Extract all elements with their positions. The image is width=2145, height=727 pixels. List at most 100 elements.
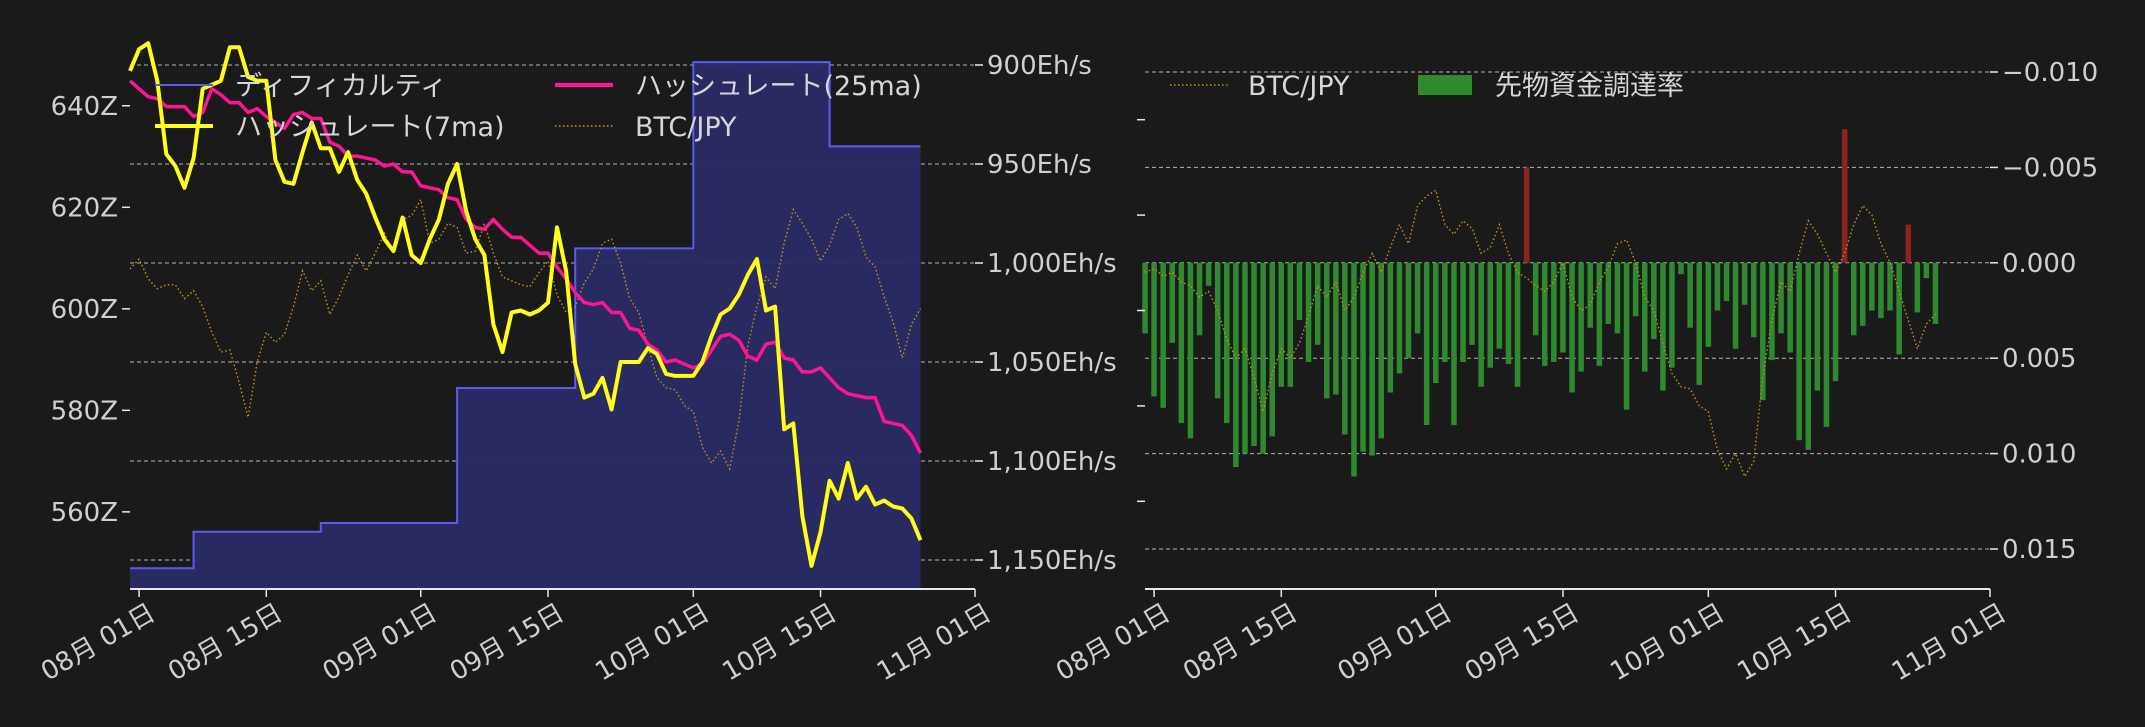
funding-bar [1569,262,1575,393]
left-y-tick-label: 560Z [51,498,118,528]
funding-bar [1923,262,1930,279]
funding-bar [1778,262,1784,334]
funding-bar [1696,262,1702,385]
left-y-tick-label: 580Z [51,396,118,426]
funding-bar [1414,262,1421,334]
left-y-tick-label: 620Z [51,193,118,223]
funding-bar [1423,262,1430,425]
right-x-tick-label: 09月 15日 [1460,598,1584,687]
hashrate-y-tick-label: 900Eh/s [987,51,1092,81]
funding-bar [1187,262,1194,439]
funding-bar [1278,262,1284,387]
left-y-tick-label: 640Z [51,92,118,122]
left-y-tick-label: 600Z [51,295,118,325]
funding-bar [1578,262,1584,372]
funding-bar [1387,262,1394,393]
funding-bar [1751,262,1757,338]
funding-bar [1369,262,1375,456]
funding-bar [1542,262,1548,366]
funding-bar [1532,262,1539,336]
left-x-tick-label: 08月 15日 [163,598,287,687]
funding-bar [1442,262,1448,362]
funding-bar [1651,262,1657,340]
funding-bar [1505,262,1512,364]
funding-bar [1178,262,1185,424]
funding-bar [1551,262,1557,362]
left-x-tick-label: 10月 15日 [718,598,842,687]
legend-hashrate-25ma-label: ハッシュレート(25ma) [635,71,922,102]
legend-difficulty-label: ディフィカルティ [235,71,447,102]
right-x-tick-label: 08月 15日 [1178,598,1302,687]
funding-bar [1832,262,1839,382]
funding-bar [1760,262,1766,401]
funding-bar [1705,262,1712,347]
funding-bar [1342,262,1348,435]
funding-bar [1796,262,1802,441]
funding-bar [1269,262,1275,437]
left-x-tick-label: 08月 01日 [36,598,160,687]
funding-bar [1732,262,1739,349]
hashrate-y-tick-label: 1,050Eh/s [987,348,1117,378]
funding-bar [1205,262,1212,286]
funding-bar [1741,262,1748,305]
funding-bar [1687,262,1693,328]
funding-bar [1623,262,1630,410]
funding-bar [1669,262,1675,368]
funding-bar [1605,262,1612,324]
funding-bar [1451,262,1457,425]
funding-bar [1260,262,1266,454]
funding-bar [1823,262,1830,427]
hashrate-y-tick-label: 1,100Eh/s [987,447,1117,477]
funding-bar [1714,262,1721,311]
difficulty-line [130,61,921,570]
funding-bar [1169,262,1175,343]
funding-y-tick-label: 0.000 [2002,249,2076,279]
funding-bar [1560,262,1566,353]
funding-bar-negative [1523,167,1530,263]
right-x-tick-label: 10月 15日 [1733,598,1857,687]
legend-btc-jpy-label: BTC/JPY [635,112,737,143]
funding-bar [1851,262,1857,336]
funding-bar [1251,262,1257,446]
funding-bar [1869,262,1875,311]
funding-bar [1324,262,1330,399]
hashrate-y-tick-label: 1,150Eh/s [987,546,1117,576]
funding-bar [1814,262,1821,391]
difficulty-area [130,62,921,589]
left-x-tick-label: 11月 01日 [872,598,996,687]
hashrate-25ma-line [128,79,923,454]
funding-bar [1860,262,1866,326]
right-x-tick-label: 10月 01日 [1605,598,1729,687]
funding-bar [1378,262,1384,439]
funding-bar [1478,262,1484,387]
funding-rate-bars [1142,129,1939,477]
funding-bar [1787,262,1793,353]
hashrate-25ma-series [128,79,923,454]
funding-bar [1805,262,1811,450]
funding-bar [1723,262,1730,301]
legend-funding-swatch [1418,75,1472,95]
left-x-tick-label: 09月 15日 [445,598,569,687]
funding-bar [1351,262,1357,477]
funding-bar [1914,262,1921,313]
legend-btc-jpy-right-label: BTC/JPY [1248,71,1350,102]
funding-bar [1405,262,1412,359]
funding-y-tick-label: −0.010 [2002,58,2098,88]
funding-y-tick-label: 0.010 [2002,440,2076,470]
funding-bar-negative [1841,129,1848,263]
right-chart-legend: BTC/JPY 先物資金調達率 [1170,71,1684,102]
funding-bar [1142,262,1148,334]
hashrate-7ma-line [128,41,923,568]
funding-bar [1614,262,1621,334]
funding-y-tick-label: −0.005 [2002,153,2098,183]
hashrate-y-tick-label: 950Eh/s [987,150,1092,180]
right-x-tick-label: 09月 01日 [1333,598,1457,687]
funding-bar [1396,262,1403,374]
funding-bar [1887,262,1893,311]
funding-bar [1896,262,1902,355]
funding-bar [1242,262,1248,454]
funding-bar [1433,262,1439,383]
right-x-tick-label: 11月 01日 [1887,598,2011,687]
